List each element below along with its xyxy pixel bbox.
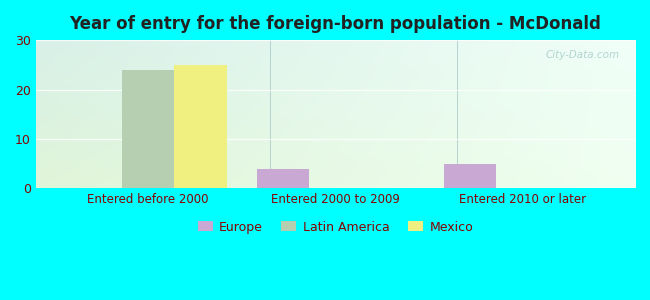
Legend: Europe, Latin America, Mexico: Europe, Latin America, Mexico: [192, 216, 478, 238]
Bar: [122, 70, 174, 188]
Title: Year of entry for the foreign-born population - McDonald: Year of entry for the foreign-born popul…: [70, 15, 601, 33]
Bar: [444, 164, 497, 188]
Bar: [257, 169, 309, 188]
Text: City-Data.com: City-Data.com: [546, 50, 620, 61]
Bar: [174, 65, 227, 188]
